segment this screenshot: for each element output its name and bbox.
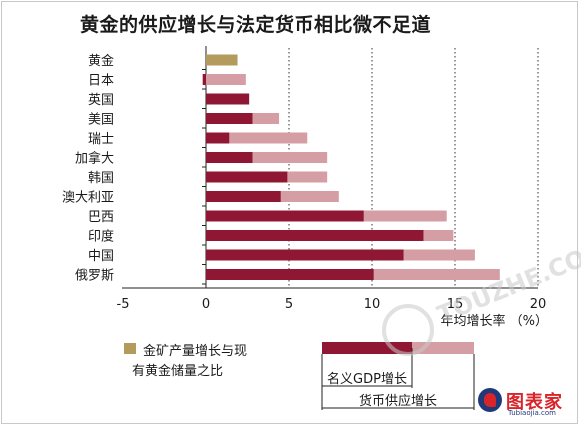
bar-nominal-gdp — [206, 113, 253, 124]
category-label: 俄罗斯 — [75, 269, 114, 284]
category-label: 巴西 — [88, 210, 114, 225]
x-axis-title: 年均增长率 （%） — [441, 313, 549, 329]
bar-nominal-gdp — [206, 249, 404, 261]
bar-money-supply — [206, 152, 328, 163]
brand-subtitle: Tubiaojia.com — [508, 409, 556, 417]
category-label: 英国 — [88, 93, 114, 108]
brand-logo-icon — [478, 388, 502, 412]
bar-nominal-gdp — [206, 210, 364, 222]
category-label: 瑞士 — [88, 132, 114, 147]
bar-nominal-gdp — [206, 269, 374, 280]
x-tick-label: -5 — [117, 297, 130, 312]
legend-money-label: 货币供应增长 — [359, 393, 437, 409]
x-tick-label: 20 — [530, 297, 547, 312]
category-label: 韩国 — [88, 171, 114, 186]
category-label: 中国 — [88, 249, 114, 264]
x-tick-label: 5 — [285, 297, 293, 312]
legend-gdp-label: 名义GDP增长 — [327, 371, 407, 387]
bar-nominal-gdp — [206, 171, 288, 183]
bar-nominal-gdp — [206, 93, 250, 105]
category-label: 日本 — [88, 74, 114, 89]
bar-gold — [206, 54, 238, 66]
bar-nominal-gdp — [206, 191, 281, 202]
bar-nominal-gdp — [206, 152, 253, 163]
category-label: 印度 — [88, 229, 114, 245]
brand-logo-block: 图表家 Tubiaojia.com — [478, 388, 576, 418]
legend-gold-label: 有黄金储量之比 — [132, 363, 223, 379]
x-tick-label: 0 — [202, 297, 210, 312]
watermark-circle — [382, 304, 434, 356]
chart-title: 黄金的供应增长与法定货币相比微不足道 — [80, 14, 432, 36]
bar-nominal-gdp — [206, 230, 424, 241]
bar-money-supply — [206, 132, 308, 144]
legend-gold-label: 金矿产量增长与现 — [143, 343, 247, 359]
category-label: 美国 — [88, 113, 114, 128]
category-label: 澳大利亚 — [62, 190, 114, 206]
x-tick-label: 10 — [364, 297, 381, 312]
bar-nominal-gdp — [202, 74, 206, 85]
brand-name: 图表家 — [506, 392, 563, 413]
legend-gold-swatch — [124, 343, 136, 354]
category-label: 黄金 — [88, 53, 114, 69]
bar-money-supply — [206, 74, 246, 85]
category-label: 加拿大 — [75, 151, 114, 167]
bar-nominal-gdp — [206, 132, 230, 144]
x-tick-label: 15 — [447, 297, 464, 312]
